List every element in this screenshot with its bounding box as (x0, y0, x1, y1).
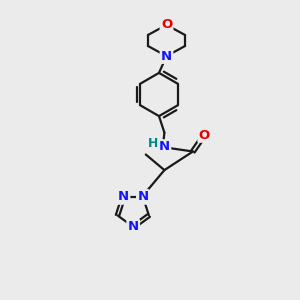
Text: O: O (161, 18, 172, 32)
Text: N: N (128, 220, 139, 233)
Text: O: O (199, 128, 210, 142)
Text: N: N (161, 50, 172, 63)
Text: H: H (148, 137, 158, 150)
Text: N: N (118, 190, 129, 203)
Text: N: N (137, 190, 148, 203)
Text: N: N (159, 140, 170, 154)
